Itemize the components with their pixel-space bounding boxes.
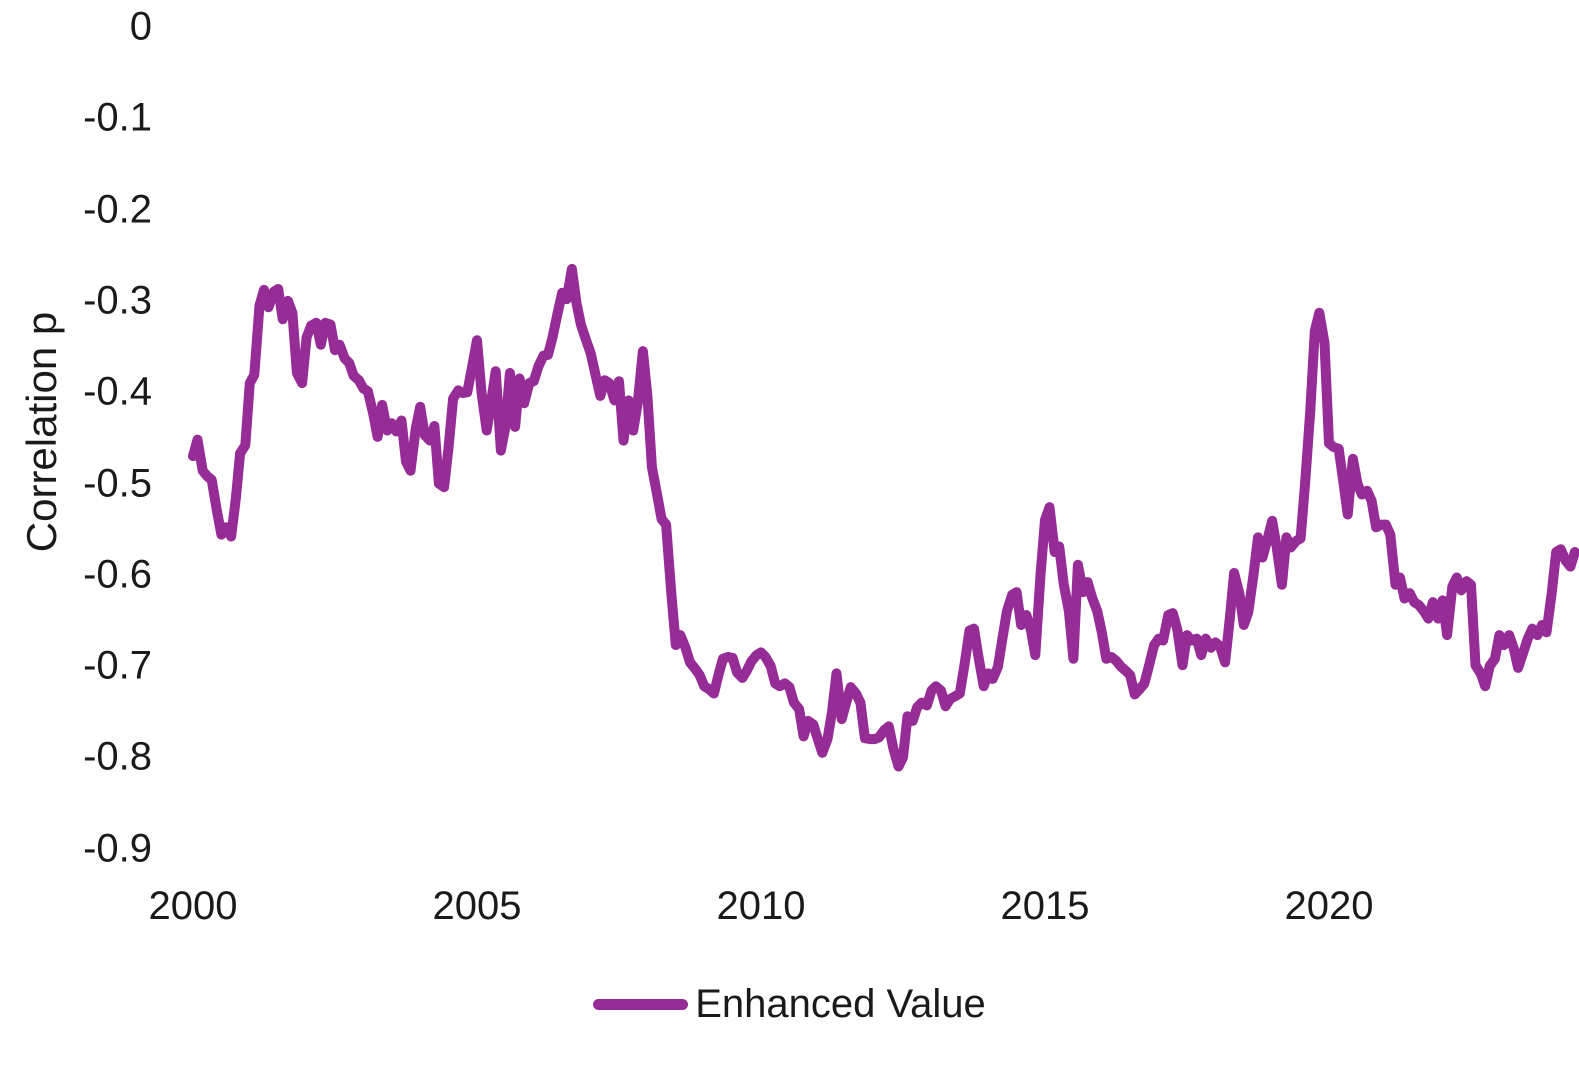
x-tick-label: 2010 <box>716 884 806 928</box>
legend-line-swatch <box>593 998 689 1010</box>
y-tick-label: -0.2 <box>83 187 152 232</box>
legend-label: Enhanced Value <box>695 981 986 1026</box>
enhanced-value-line <box>188 263 1579 772</box>
y-tick-label: -0.5 <box>83 461 152 505</box>
x-tick-label: 2005 <box>432 884 522 928</box>
y-tick-label: -0.6 <box>83 552 152 597</box>
y-tick-label: -0.1 <box>83 95 152 140</box>
legend: Enhanced Value <box>0 978 1579 1030</box>
y-tick-label: 0 <box>129 4 152 49</box>
x-tick-label: 2015 <box>1000 884 1090 928</box>
x-tick-label: 2020 <box>1284 884 1374 928</box>
y-tick-label: -0.8 <box>83 734 152 779</box>
y-tick-label: -0.4 <box>83 369 152 414</box>
y-tick-label: -0.9 <box>83 826 152 871</box>
y-tick-label: -0.3 <box>83 278 152 323</box>
x-tick-label: 2000 <box>148 884 238 928</box>
y-axis-title: Correlation p <box>18 311 65 553</box>
y-tick-label: -0.7 <box>83 643 152 688</box>
